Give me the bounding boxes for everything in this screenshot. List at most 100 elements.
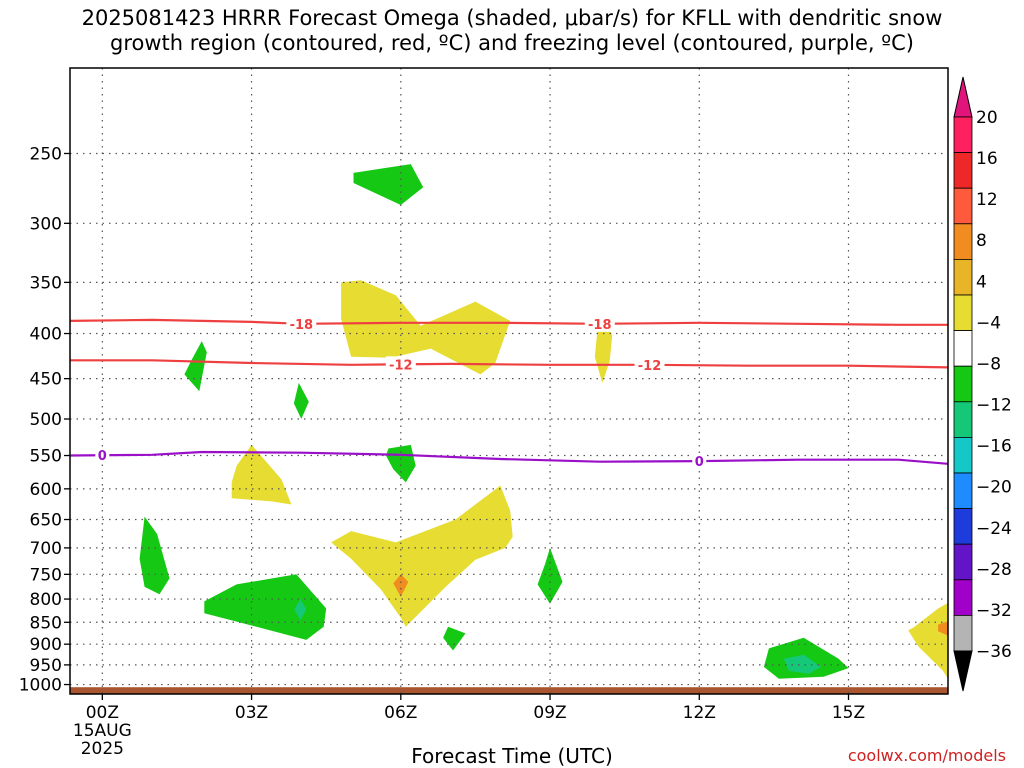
chart-title-line-1: 2025081423 HRRR Forecast Omega (shaded, … [81,6,943,30]
omega-region-1 [341,280,511,375]
y-tick-label-15: 1000 [19,676,62,696]
y-tick-label-9: 700 [30,539,62,559]
colorbar-label-10: −24 [976,519,1012,539]
omega-region-3 [184,341,207,392]
omega-region-16 [908,602,948,679]
colorbar-label-13: −36 [976,642,1012,662]
colorbar-label-8: −16 [976,437,1012,457]
y-tick-label-1: 300 [30,214,62,234]
colorbar-bin-7 [953,365,973,403]
contour-label-1-1: -12 [638,359,662,374]
contour-layer: -18 -18 -12 -12 0 0 [69,315,949,470]
x-tick-label-1: 03Z [235,703,268,723]
contour-label-bg-0-0 [286,315,317,332]
credit-text: coolwx.com/models [847,746,1006,765]
grid-layer [70,68,948,694]
colorbar-bin-14 [953,615,973,652]
y-tick-label-11: 800 [30,590,62,610]
contour-line-2 [69,450,949,465]
colorbar-label-4: 4 [976,272,987,292]
omega-region-5 [385,444,416,483]
x-tick-label-2: 06Z [384,703,417,723]
ground-surface [70,687,948,694]
contour-label-bg-2-0 [95,447,110,464]
colorbar-label-7: −12 [976,396,1012,416]
colorbar-label-2: 12 [976,190,998,210]
colorbar-bin-8 [953,401,973,438]
y-tick-label-12: 850 [30,613,62,633]
chart-title-line-2: growth region (contoured, red, ºC) and f… [110,31,914,55]
colorbar-label-6: −8 [976,354,1001,374]
colorbar-bin-9 [953,436,973,474]
colorbar-max-arrow [953,76,973,118]
colorbar-bin-5 [953,294,973,331]
x-tick-label-5: 15Z [832,703,865,723]
y-tick-label-13: 900 [30,635,62,655]
omega-shading-layer [139,164,948,679]
x-date-label-0: 15AUG [73,721,132,741]
omega-region-11 [204,574,327,640]
colorbar-bin-1 [953,152,973,189]
omega-region-13 [443,626,466,651]
contour-label-bg-1-1 [634,356,665,373]
colorbar-bin-13 [953,579,973,616]
contour-label-1-0: -12 [389,358,413,373]
colorbar-bin-0 [953,116,973,153]
colorbar: 20 16 12 8 4 −4 −8 −12 −16 −20 −24 −28 −32 −36 [953,76,1012,692]
colorbar-label-0: 20 [976,108,998,128]
contour-label-bg-0-1 [584,315,615,332]
x-tick-label-3: 09Z [533,703,566,723]
y-tick-label-5: 500 [30,410,62,430]
omega-region-4 [293,382,309,419]
colorbar-label-9: −20 [976,478,1012,498]
colorbar-bin-4 [953,258,973,296]
omega-region-0 [353,164,424,205]
omega-region-17 [938,621,948,636]
y-tick-label-2: 350 [30,273,62,293]
x-axis-label: Forecast Time (UTC) [411,744,613,768]
x-tick-label-0: 00Z [86,703,119,723]
colorbar-label-12: −32 [976,601,1012,621]
y-tick-label-3: 400 [30,325,62,345]
contour-line-0 [69,318,948,326]
y-tick-label-6: 550 [30,447,62,467]
omega-region-15 [783,654,822,674]
y-tick-label-8: 650 [30,511,62,531]
x-tick-label-4: 12Z [683,703,716,723]
omega-region-6 [231,444,292,505]
omega-region-8 [393,574,409,597]
x-date-label-1: 2025 [81,739,124,759]
colorbar-bin-11 [953,508,973,545]
ground-layer [70,687,948,694]
contour-label-bg-2-1 [692,453,707,470]
colorbar-label-11: −28 [976,560,1012,580]
contour-label-0-1: -18 [588,318,612,333]
y-tick-label-10: 750 [30,565,62,585]
colorbar-bin-12 [953,543,973,581]
colorbar-bin-3 [953,223,973,260]
axes-layer: 2503003504004505005506006507007508008509… [19,144,865,759]
omega-region-7 [331,485,513,627]
omega-region-2 [594,318,613,383]
y-tick-label-4: 450 [30,370,62,390]
colorbar-label-3: 8 [976,231,987,251]
y-tick-label-0: 250 [30,144,62,164]
colorbar-bin-2 [953,187,973,225]
colorbar-min-arrow [953,650,973,692]
y-tick-label-7: 600 [30,480,62,500]
colorbar-bin-6 [953,330,973,367]
y-tick-label-14: 950 [30,656,62,676]
plot-frame [69,67,949,695]
contour-line-1 [70,359,949,369]
omega-region-9 [139,516,170,595]
contour-label-0-0: -18 [290,318,314,333]
chart-title: 2025081423 HRRR Forecast Omega (shaded, … [0,6,1024,56]
contour-label-bg-1-0 [385,356,416,373]
colorbar-label-5: −4 [976,313,1001,333]
colorbar-bin-10 [953,472,973,509]
colorbar-label-1: 16 [976,149,998,169]
contour-label-2-0: 0 [98,449,107,464]
omega-region-12 [294,599,307,620]
contour-label-2-1: 0 [695,455,704,470]
